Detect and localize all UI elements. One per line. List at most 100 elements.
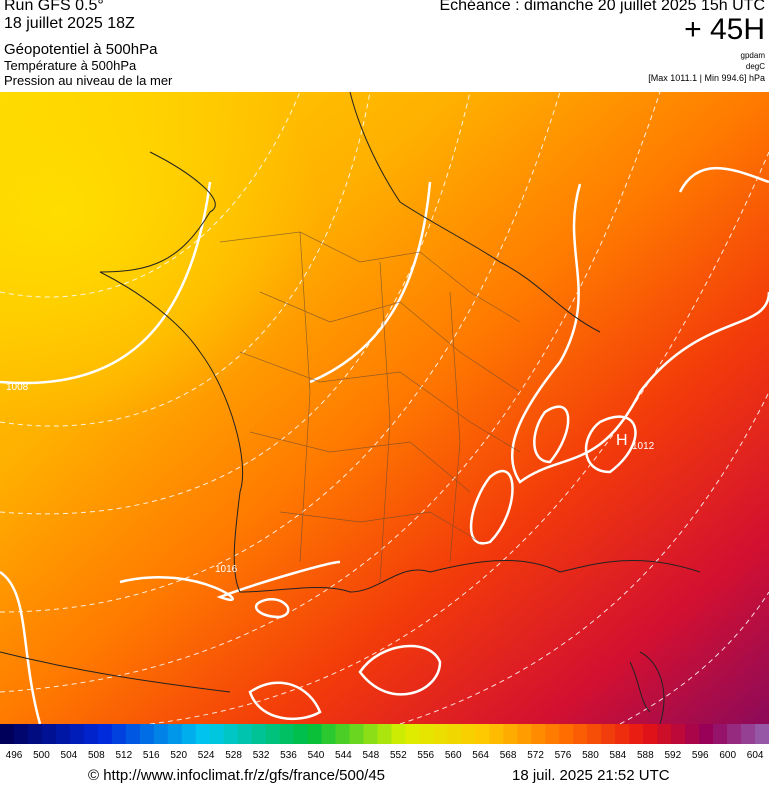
- colorbar-swatch: [349, 724, 365, 744]
- colorbar-swatch: [517, 724, 532, 744]
- lead-time: + 45H: [684, 13, 765, 46]
- colorbar-label: 528: [225, 750, 242, 761]
- colorbar-swatch: [503, 724, 518, 744]
- colorbar-label: 584: [610, 750, 627, 761]
- field-label: Pression au niveau de la mer: [4, 73, 173, 88]
- colorbar-swatch: [69, 724, 85, 744]
- colorbar-label: 600: [719, 750, 736, 761]
- colorbar-swatch: [461, 724, 476, 744]
- colorbar-swatch: [447, 724, 462, 744]
- colorbar-swatch: [209, 724, 225, 744]
- colorbar-swatch: [545, 724, 560, 744]
- colorbar-swatch: [685, 724, 700, 744]
- colorbar-label: 520: [170, 750, 187, 761]
- colorbar-swatch: [265, 724, 281, 744]
- pressure-range: [Max 1011.1 | Min 994.6] hPa: [648, 73, 765, 83]
- colorbar-swatch: [13, 724, 29, 744]
- colorbar-label: 552: [390, 750, 407, 761]
- high-marker: H: [616, 432, 628, 449]
- colorbar-label: 572: [527, 750, 544, 761]
- colorbar-swatch: [153, 724, 169, 744]
- colorbar-label: 588: [637, 750, 654, 761]
- isobar-label: 1012: [632, 441, 655, 452]
- colorbar-label: 496: [6, 750, 23, 761]
- coastline: [0, 92, 701, 724]
- colorbar-label: 524: [198, 750, 215, 761]
- colorbar-label: 592: [664, 750, 681, 761]
- unit-label: degC: [745, 62, 765, 71]
- colorbar-swatch: [727, 724, 742, 744]
- colorbar-swatch: [125, 724, 141, 744]
- colorbar-swatch: [307, 724, 323, 744]
- colorbar-label: 516: [143, 750, 160, 761]
- temperature-lines: [0, 92, 769, 724]
- colorbar-swatch: [391, 724, 406, 744]
- colorbar-swatch: [377, 724, 392, 744]
- colorbar-label: 576: [555, 750, 572, 761]
- colorbar-swatch: [601, 724, 616, 744]
- colorbar-swatch: [419, 724, 434, 744]
- colorbar-swatch: [699, 724, 714, 744]
- field-label: Température à 500hPa: [4, 58, 137, 73]
- colorbar-swatch: [755, 724, 769, 744]
- colorbar-label: 500: [33, 750, 50, 761]
- colorbar-swatch: [671, 724, 686, 744]
- colorbar-label: 504: [61, 750, 78, 761]
- valid-time: Echéance : dimanche 20 juillet 2025 15h …: [439, 0, 765, 14]
- source-url: © http://www.infoclimat.fr/z/gfs/france/…: [88, 767, 386, 784]
- colorbar-label: 508: [88, 750, 105, 761]
- colorbar-swatch: [195, 724, 211, 744]
- colorbar-swatch: [433, 724, 448, 744]
- colorbar-swatch: [657, 724, 672, 744]
- colorbar-swatch: [713, 724, 728, 744]
- colorbar: 496 500 504 508 512 516 520 524 528 532 536 540 544 5…: [0, 724, 769, 761]
- colorbar-swatch: [55, 724, 71, 744]
- colorbar-swatch: [405, 724, 420, 744]
- colorbar-swatch: [27, 724, 43, 744]
- colorbar-swatch: [531, 724, 546, 744]
- colorbar-label: 548: [363, 750, 380, 761]
- colorbar-swatch: [139, 724, 155, 744]
- colorbar-swatch: [587, 724, 602, 744]
- colorbar-swatch: [475, 724, 490, 744]
- colorbar-swatch: [629, 724, 644, 744]
- colorbar-swatch: [237, 724, 253, 744]
- colorbar-swatch: [251, 724, 267, 744]
- run-date: 18 juillet 2025 18Z: [4, 15, 135, 32]
- colorbar-label: 604: [747, 750, 764, 761]
- colorbar-swatch: [363, 724, 379, 744]
- colorbar-label: 580: [582, 750, 599, 761]
- colorbar-swatch: [0, 724, 15, 744]
- unit-label: gpdam: [740, 51, 765, 60]
- colorbar-swatch: [97, 724, 113, 744]
- colorbar-swatch: [181, 724, 197, 744]
- colorbar-label: 532: [253, 750, 270, 761]
- colorbar-label: 568: [500, 750, 517, 761]
- colorbar-label: 540: [308, 750, 325, 761]
- colorbar-swatch: [741, 724, 756, 744]
- colorbar-label: 556: [417, 750, 434, 761]
- borders: [219, 231, 521, 583]
- timestamp: 18 juil. 2025 21:52 UTC: [512, 767, 670, 784]
- colorbar-swatch: [489, 724, 504, 744]
- isobar-label: 1008: [6, 382, 29, 393]
- colorbar-swatch: [223, 724, 239, 744]
- colorbar-label: 536: [280, 750, 297, 761]
- colorbar-swatch: [83, 724, 99, 744]
- colorbar-label: 596: [692, 750, 709, 761]
- run-title: Run GFS 0.5°: [4, 0, 104, 14]
- colorbar-swatch: [279, 724, 295, 744]
- colorbar-swatch: [573, 724, 588, 744]
- colorbar-swatch: [293, 724, 309, 744]
- colorbar-swatch: [321, 724, 337, 744]
- map: H 1012 1008 1016: [0, 92, 769, 724]
- colorbar-label: 544: [335, 750, 352, 761]
- colorbar-swatch: [167, 724, 183, 744]
- colorbar-swatch: [559, 724, 574, 744]
- colorbar-swatch: [615, 724, 630, 744]
- colorbar-swatch: [335, 724, 351, 744]
- colorbar-swatch: [643, 724, 658, 744]
- colorbar-swatch: [111, 724, 127, 744]
- colorbar-label: 512: [115, 750, 132, 761]
